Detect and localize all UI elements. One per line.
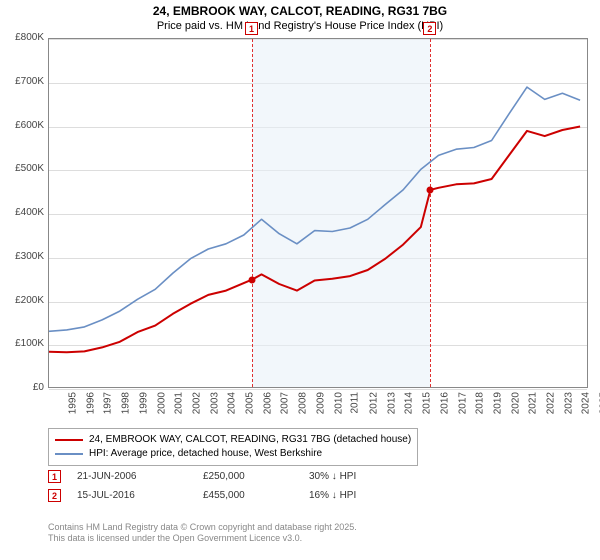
x-tick-label: 2021 bbox=[528, 392, 539, 414]
y-tick-label: £500K bbox=[0, 163, 44, 174]
series-svg bbox=[49, 39, 589, 389]
x-tick-label: 2006 bbox=[262, 392, 273, 414]
series-line-price_paid bbox=[49, 127, 580, 353]
event-price: £455,000 bbox=[203, 490, 293, 501]
legend-swatch bbox=[55, 453, 83, 455]
y-tick-label: £0 bbox=[0, 382, 44, 393]
sale-point bbox=[249, 276, 256, 283]
x-tick-label: 1995 bbox=[67, 392, 78, 414]
y-tick-label: £800K bbox=[0, 32, 44, 43]
x-tick-label: 2003 bbox=[209, 392, 220, 414]
x-tick-label: 2013 bbox=[386, 392, 397, 414]
x-tick-label: 2004 bbox=[227, 392, 238, 414]
x-tick-label: 2019 bbox=[492, 392, 503, 414]
x-tick-label: 2015 bbox=[421, 392, 432, 414]
legend-label: 24, EMBROOK WAY, CALCOT, READING, RG31 7… bbox=[89, 433, 411, 447]
x-tick-label: 2007 bbox=[280, 392, 291, 414]
x-tick-label: 1999 bbox=[138, 392, 149, 414]
legend: 24, EMBROOK WAY, CALCOT, READING, RG31 7… bbox=[48, 428, 418, 466]
x-tick-label: 2000 bbox=[156, 392, 167, 414]
y-tick-label: £100K bbox=[0, 338, 44, 349]
event-marker: 1 bbox=[245, 22, 258, 35]
x-tick-label: 2017 bbox=[457, 392, 468, 414]
x-tick-label: 2001 bbox=[173, 392, 184, 414]
x-tick-label: 2009 bbox=[315, 392, 326, 414]
event-delta: 16% ↓ HPI bbox=[309, 490, 356, 501]
legend-label: HPI: Average price, detached house, West… bbox=[89, 447, 322, 461]
series-line-hpi bbox=[49, 87, 580, 331]
chart-title: 24, EMBROOK WAY, CALCOT, READING, RG31 7… bbox=[0, 0, 600, 20]
plot-area bbox=[48, 38, 588, 388]
event-marker: 2 bbox=[423, 22, 436, 35]
chart-subtitle: Price paid vs. HM Land Registry's House … bbox=[0, 20, 600, 34]
x-tick-label: 2023 bbox=[563, 392, 574, 414]
x-tick-label: 1997 bbox=[103, 392, 114, 414]
y-tick-label: £200K bbox=[0, 295, 44, 306]
x-tick-label: 2002 bbox=[191, 392, 202, 414]
x-tick-label: 2018 bbox=[474, 392, 485, 414]
event-date: 15-JUL-2016 bbox=[77, 490, 187, 501]
event-delta: 30% ↓ HPI bbox=[309, 471, 356, 482]
event-table: 1 21-JUN-2006 £250,000 30% ↓ HPI 2 15-JUL-201… bbox=[48, 470, 356, 508]
x-tick-label: 2024 bbox=[581, 392, 592, 414]
legend-swatch bbox=[55, 439, 83, 441]
legend-row: 24, EMBROOK WAY, CALCOT, READING, RG31 7… bbox=[55, 433, 411, 447]
x-tick-label: 2014 bbox=[404, 392, 415, 414]
attribution-line1: Contains HM Land Registry data © Crown c… bbox=[48, 522, 357, 533]
x-tick-label: 2020 bbox=[510, 392, 521, 414]
x-tick-label: 2008 bbox=[297, 392, 308, 414]
event-price: £250,000 bbox=[203, 471, 293, 482]
x-tick-label: 2005 bbox=[244, 392, 255, 414]
x-tick-label: 2022 bbox=[545, 392, 556, 414]
event-row-marker: 1 bbox=[48, 470, 61, 483]
x-tick-label: 2016 bbox=[439, 392, 450, 414]
event-date: 21-JUN-2006 bbox=[77, 471, 187, 482]
x-tick-label: 2010 bbox=[333, 392, 344, 414]
attribution-line2: This data is licensed under the Open Gov… bbox=[48, 533, 357, 544]
attribution: Contains HM Land Registry data © Crown c… bbox=[48, 522, 357, 545]
event-row: 2 15-JUL-2016 £455,000 16% ↓ HPI bbox=[48, 489, 356, 502]
legend-row: HPI: Average price, detached house, West… bbox=[55, 447, 411, 461]
y-tick-label: £300K bbox=[0, 251, 44, 262]
x-tick-label: 1998 bbox=[120, 392, 131, 414]
y-tick-label: £700K bbox=[0, 76, 44, 87]
x-tick-label: 2012 bbox=[368, 392, 379, 414]
sale-point bbox=[427, 186, 434, 193]
y-tick-label: £400K bbox=[0, 207, 44, 218]
y-tick-label: £600K bbox=[0, 120, 44, 131]
x-tick-label: 2011 bbox=[350, 392, 361, 414]
event-row: 1 21-JUN-2006 £250,000 30% ↓ HPI bbox=[48, 470, 356, 483]
event-row-marker: 2 bbox=[48, 489, 61, 502]
x-tick-label: 1996 bbox=[85, 392, 96, 414]
